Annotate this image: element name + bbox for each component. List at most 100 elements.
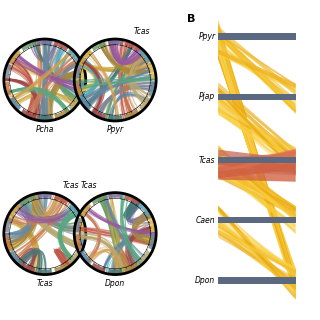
Polygon shape [218,44,296,292]
Polygon shape [218,151,296,174]
Polygon shape [75,235,82,250]
Polygon shape [218,42,296,109]
Polygon shape [9,49,21,63]
Polygon shape [124,41,139,51]
Polygon shape [218,97,296,164]
Polygon shape [218,87,296,152]
Polygon shape [218,230,296,273]
Polygon shape [218,107,296,176]
Polygon shape [108,193,123,198]
Polygon shape [21,195,36,204]
Polygon shape [68,49,81,63]
Polygon shape [218,19,296,294]
Polygon shape [218,37,296,285]
Polygon shape [218,54,296,291]
Polygon shape [78,82,85,96]
Polygon shape [75,64,82,78]
Polygon shape [21,263,36,273]
Polygon shape [218,168,296,182]
Polygon shape [91,109,106,119]
Polygon shape [218,39,296,289]
Polygon shape [218,158,296,165]
Polygon shape [148,235,156,250]
Polygon shape [218,160,296,168]
Polygon shape [218,161,296,220]
Polygon shape [218,45,296,93]
Polygon shape [218,100,296,156]
Polygon shape [218,151,296,212]
Polygon shape [218,24,296,288]
Polygon shape [9,97,21,111]
Polygon shape [218,153,296,222]
Polygon shape [218,109,296,150]
Polygon shape [4,64,12,78]
Polygon shape [218,34,296,100]
Bar [218,277,296,284]
Polygon shape [21,41,36,51]
Polygon shape [218,52,296,287]
Polygon shape [218,154,296,220]
Polygon shape [218,154,296,216]
Bar [218,93,296,100]
Polygon shape [218,156,296,208]
Polygon shape [218,150,296,165]
Polygon shape [54,41,69,51]
Polygon shape [54,195,69,204]
Polygon shape [218,165,296,232]
Polygon shape [218,32,296,285]
Polygon shape [218,92,296,166]
Polygon shape [218,29,296,286]
Polygon shape [218,51,296,91]
Polygon shape [218,233,296,283]
Polygon shape [218,27,296,95]
Polygon shape [218,48,296,87]
Polygon shape [79,251,92,264]
Polygon shape [148,82,156,96]
Polygon shape [218,109,296,164]
Polygon shape [218,40,296,280]
Polygon shape [218,95,296,166]
Polygon shape [78,64,85,78]
Polygon shape [218,209,296,293]
Polygon shape [218,165,296,175]
Polygon shape [218,32,296,104]
Polygon shape [218,105,296,152]
Polygon shape [218,32,296,278]
Bar [218,217,296,223]
Polygon shape [218,167,296,227]
Text: Tcas: Tcas [199,156,215,164]
Polygon shape [218,32,296,114]
Polygon shape [139,97,151,111]
Polygon shape [139,251,151,264]
Polygon shape [218,48,296,299]
Polygon shape [218,33,296,86]
Polygon shape [218,156,296,174]
Polygon shape [218,103,296,155]
Polygon shape [218,108,296,158]
Polygon shape [218,156,296,172]
Polygon shape [218,82,296,155]
Polygon shape [79,203,92,217]
Text: Pcha: Pcha [36,125,54,134]
Polygon shape [218,45,296,276]
Polygon shape [79,97,92,111]
Polygon shape [218,165,296,213]
Polygon shape [218,29,296,109]
Bar [218,157,296,163]
Polygon shape [218,32,296,113]
Polygon shape [218,229,296,290]
Text: Tcas: Tcas [36,279,53,288]
Polygon shape [79,49,92,63]
Polygon shape [218,28,296,289]
Polygon shape [218,30,296,291]
Text: Dpon: Dpon [195,276,215,285]
Polygon shape [54,109,69,119]
Polygon shape [91,263,106,273]
Polygon shape [37,269,52,274]
Polygon shape [218,147,296,210]
Text: Tcas: Tcas [133,27,150,36]
Text: Tcas: Tcas [80,181,97,190]
Polygon shape [218,49,296,88]
Polygon shape [218,54,296,274]
Polygon shape [218,107,296,163]
